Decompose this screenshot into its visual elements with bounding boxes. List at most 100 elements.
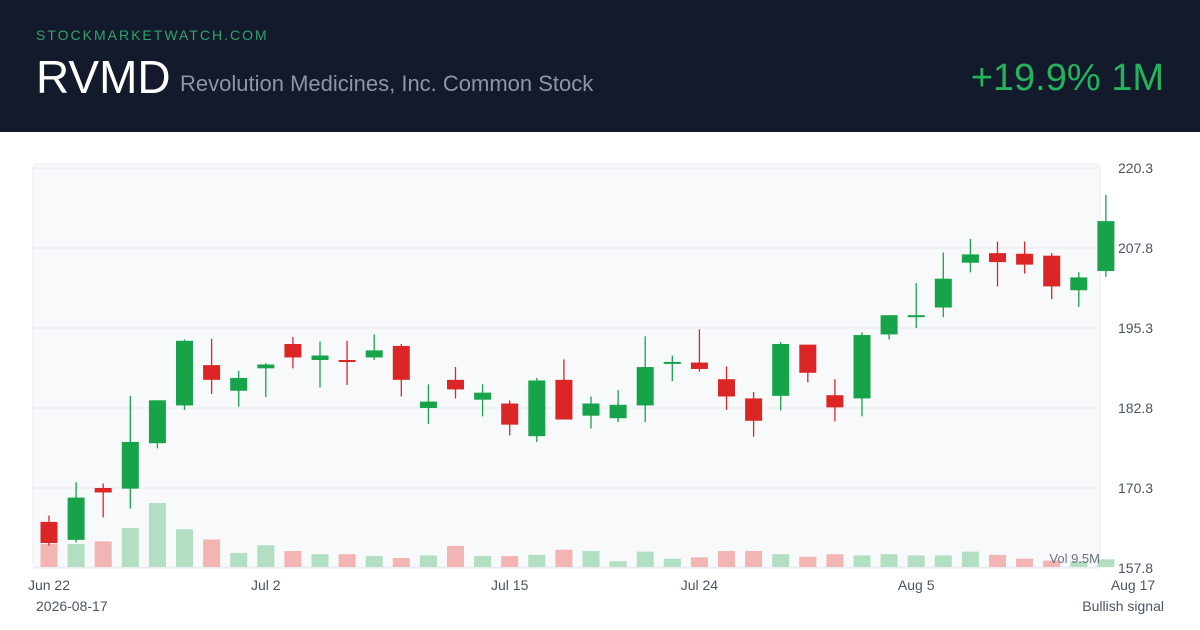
x-tick-label: Jul 2 xyxy=(251,577,281,593)
x-tick-label: Jul 24 xyxy=(681,577,719,593)
x-tick-label: Jun 22 xyxy=(28,577,70,593)
volume-bar xyxy=(284,551,302,567)
candle-down xyxy=(826,395,844,408)
candle-down xyxy=(284,344,302,358)
candle-up xyxy=(257,364,275,369)
volume-bar xyxy=(1016,558,1034,567)
volume-bar xyxy=(203,539,221,567)
candle-down xyxy=(94,488,112,493)
volume-bar xyxy=(501,556,519,567)
candle-up xyxy=(1070,277,1088,291)
candle-up xyxy=(907,315,925,318)
volume-bar xyxy=(121,527,139,567)
volume-bar xyxy=(582,551,600,567)
candle-down xyxy=(501,403,519,425)
candle-up xyxy=(148,400,166,444)
volume-bar xyxy=(447,545,464,567)
y-tick-label: 195.3 xyxy=(1118,320,1153,336)
candle-down xyxy=(40,521,58,544)
x-tick-label: Jul 15 xyxy=(491,577,529,593)
candle-up xyxy=(230,377,248,391)
candle-down xyxy=(203,365,221,380)
candle-up xyxy=(853,335,871,399)
volume-bar xyxy=(176,529,193,567)
y-tick-label: 170.3 xyxy=(1118,480,1153,496)
volume-label: Vol 9.5M xyxy=(1049,551,1100,566)
chart-date: 2026-08-17 xyxy=(36,598,108,614)
volume-bar xyxy=(663,558,681,567)
volume-bar xyxy=(474,556,492,567)
volume-bar xyxy=(148,503,166,567)
volume-bar xyxy=(94,541,112,567)
volume-bar xyxy=(799,556,817,567)
candle-up xyxy=(67,497,85,540)
volume-bar xyxy=(880,554,898,567)
volume-bar xyxy=(40,543,58,567)
x-tick-label: Aug 5 xyxy=(898,577,935,593)
candle-up xyxy=(121,441,139,489)
candle-up xyxy=(582,403,600,416)
candle-up xyxy=(636,367,654,406)
volume-bar xyxy=(257,545,275,567)
price-change: +19.9% 1M xyxy=(970,57,1164,99)
company-name: Revolution Medicines, Inc. Common Stock xyxy=(180,71,594,96)
volume-bar xyxy=(1070,561,1088,567)
candle-up xyxy=(880,315,898,335)
volume-bar xyxy=(419,555,437,567)
volume-bar xyxy=(636,551,654,567)
volume-bar xyxy=(989,554,1006,567)
site-name: STOCKMARKETWATCH.COM xyxy=(36,27,269,43)
volume-bar xyxy=(772,554,790,567)
candlestick-chart: 220.3 207.8 195.3 182.8 170.3 157.8 Vol 9.5M Ju… xyxy=(28,160,1156,593)
candle-down xyxy=(799,344,817,373)
candle-down xyxy=(1016,253,1034,265)
y-tick-label: 157.8 xyxy=(1118,560,1153,576)
x-tick-label: Aug 17 xyxy=(1111,577,1156,593)
candle-up xyxy=(772,344,790,396)
candle-up xyxy=(365,350,383,358)
volume-bar xyxy=(745,551,763,567)
candle-down xyxy=(392,345,410,380)
candle-up xyxy=(934,278,952,308)
ticker-symbol: RVMD xyxy=(36,51,171,103)
candle-up xyxy=(1097,221,1115,272)
volume-bar xyxy=(365,556,383,567)
volume-bar xyxy=(934,555,952,567)
candle-down xyxy=(447,379,464,390)
volume-bar xyxy=(853,555,871,567)
volume-bar xyxy=(392,558,410,567)
candle-up xyxy=(311,355,329,360)
candle-down xyxy=(690,362,708,369)
volume-bar xyxy=(826,554,844,567)
candle-up xyxy=(961,254,979,263)
candle-down xyxy=(1043,255,1061,287)
volume-bar xyxy=(609,561,627,567)
volume-bar xyxy=(1043,560,1061,567)
y-tick-label: 182.8 xyxy=(1118,400,1153,416)
candle-up xyxy=(528,380,546,437)
candle-down xyxy=(718,379,735,397)
candle-up xyxy=(663,361,681,364)
candle-down xyxy=(555,379,573,420)
volume-bar xyxy=(907,555,925,567)
volume-bar xyxy=(555,549,573,567)
candle-down xyxy=(338,360,356,362)
plot-area xyxy=(32,163,1101,568)
volume-bar xyxy=(690,557,708,567)
volume-bar xyxy=(528,554,546,567)
volume-bar xyxy=(718,551,735,567)
header-banner: STOCKMARKETWATCH.COM RVMD Revolution Med… xyxy=(0,0,1200,132)
candle-up xyxy=(419,401,437,408)
candle-up xyxy=(176,340,193,406)
volume-bar xyxy=(961,551,979,567)
y-tick-label: 220.3 xyxy=(1118,160,1153,176)
volume-bar xyxy=(67,543,85,567)
signal-label: Bullish signal xyxy=(1082,598,1164,614)
candle-down xyxy=(745,398,763,421)
candle-up xyxy=(474,392,492,400)
volume-bar xyxy=(338,554,356,567)
candle-down xyxy=(989,253,1006,263)
volume-bar xyxy=(311,554,329,567)
volume-bar xyxy=(1097,559,1115,567)
y-tick-label: 207.8 xyxy=(1118,240,1153,256)
